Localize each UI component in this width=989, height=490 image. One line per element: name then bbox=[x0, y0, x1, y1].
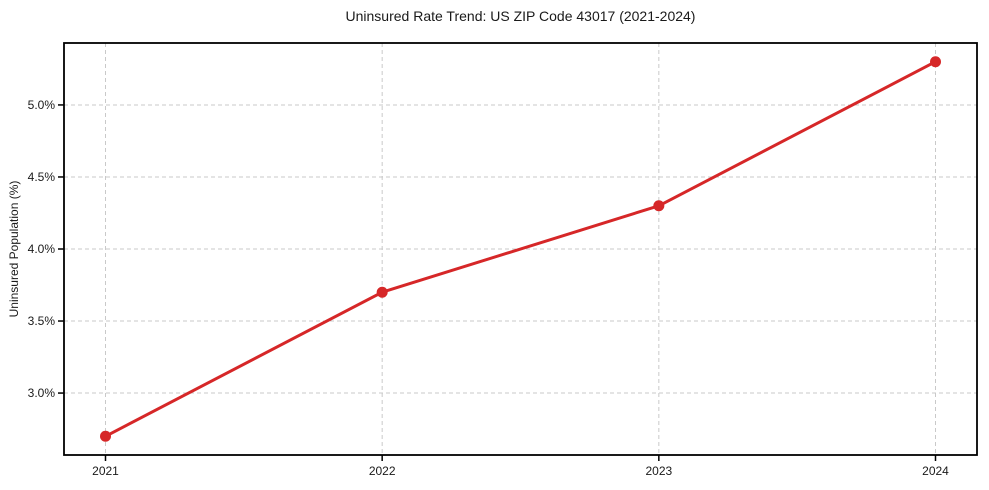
y-tick-label: 5.0% bbox=[28, 98, 56, 112]
y-tick-label: 3.0% bbox=[28, 386, 56, 400]
y-tick-label: 4.5% bbox=[28, 170, 56, 184]
y-tick-label: 4.0% bbox=[28, 242, 56, 256]
x-tick-label: 2022 bbox=[369, 464, 396, 478]
x-tick-label: 2024 bbox=[922, 464, 949, 478]
y-tick-label: 3.5% bbox=[28, 314, 56, 328]
plot-border bbox=[63, 42, 978, 456]
data-point-marker bbox=[653, 200, 665, 212]
trend-line bbox=[104, 60, 937, 438]
data-point-marker bbox=[930, 56, 941, 68]
x-tick-label: 2021 bbox=[92, 464, 119, 478]
data-point-marker bbox=[100, 430, 111, 442]
data-point-marker bbox=[376, 286, 388, 298]
chart-title: Uninsured Rate Trend: US ZIP Code 43017 … bbox=[345, 8, 696, 24]
x-tick-label: 2023 bbox=[645, 464, 672, 478]
